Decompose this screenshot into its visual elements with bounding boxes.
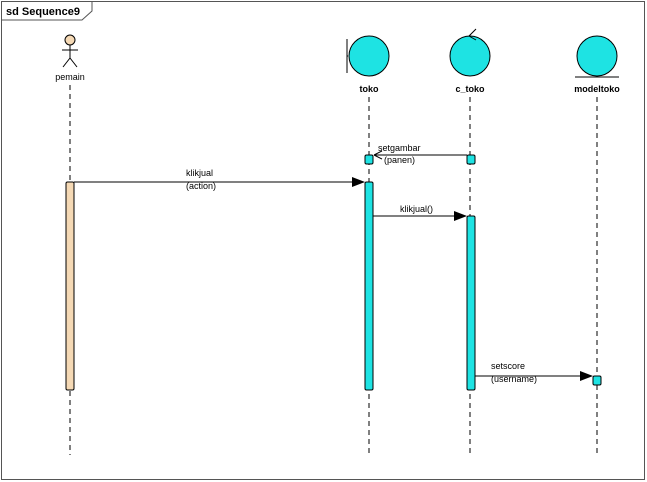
lifeline-pemain: pemain xyxy=(55,34,85,455)
lifeline-toko: toko xyxy=(346,35,390,455)
activation-bar-pemain xyxy=(65,181,75,391)
message-label-setscore: setscore xyxy=(491,361,525,371)
filled-arrowhead-icon xyxy=(454,211,467,221)
lifeline-name-pemain: pemain xyxy=(55,72,85,82)
activation-bar-toko-short xyxy=(364,154,374,165)
lifeline-name-c_toko: c_toko xyxy=(455,84,485,94)
filled-arrowhead-icon xyxy=(352,177,365,187)
activation-bar-c_toko xyxy=(466,215,476,391)
lifeline-modeltoko: modeltoko xyxy=(574,35,620,455)
frame-title-tab xyxy=(1,1,93,21)
filled-arrowhead-icon xyxy=(580,371,593,381)
frame-title: sd Sequence9 xyxy=(6,6,80,18)
actor-icon xyxy=(62,34,78,68)
message-label-klikjual: klikjual xyxy=(186,168,213,178)
message-label-klikjual-call: klikjual() xyxy=(400,204,433,214)
message-args-setgambar: (panen) xyxy=(384,155,415,165)
message-klikjual-action: klikjual (action) xyxy=(74,168,365,191)
lifeline-c_toko: c_toko xyxy=(449,28,491,455)
message-args-klikjual: (action) xyxy=(186,181,216,191)
message-klikjual-call: klikjual() xyxy=(373,204,467,221)
lifeline-name-modeltoko: modeltoko xyxy=(574,84,620,94)
entity-icon xyxy=(575,35,619,78)
message-setgambar: setgambar (panen) xyxy=(373,143,467,165)
open-arrowhead-icon xyxy=(373,150,383,160)
control-icon xyxy=(449,28,491,77)
activation-bar-c_toko-short xyxy=(466,154,476,165)
message-setscore: setscore (username) xyxy=(475,361,593,384)
activation-bar-modeltoko xyxy=(592,375,602,386)
activation-bar-toko xyxy=(364,181,374,391)
lifeline-name-toko: toko xyxy=(360,84,380,94)
message-label-setgambar: setgambar xyxy=(378,143,421,153)
message-args-setscore: (username) xyxy=(491,374,537,384)
boundary-icon xyxy=(346,35,390,77)
